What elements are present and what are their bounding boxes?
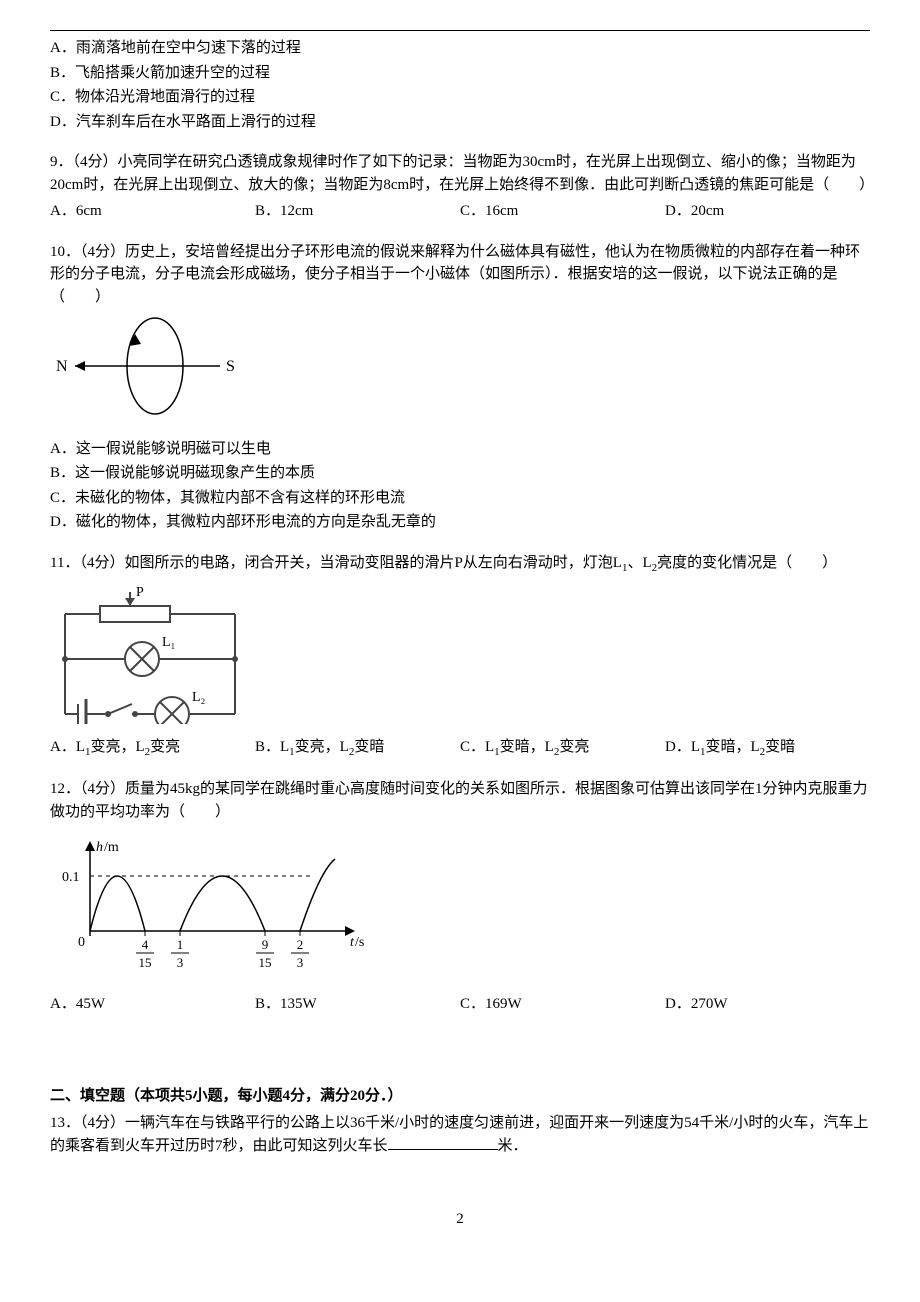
q9-opt-b: B．12cm: [255, 200, 460, 223]
q9-opt-d: D．20cm: [665, 200, 870, 223]
svg-text:3: 3: [297, 955, 304, 970]
q10-opt-d: D．磁化的物体，其微粒内部环形电流的方向是杂乱无章的: [50, 511, 870, 534]
svg-text:/m: /m: [104, 840, 119, 855]
label-N: N: [56, 358, 68, 375]
q9: 9．（4分）小亮同学在研究凸透镜成象规律时作了如下的记录：当物距为30cm时，在…: [50, 151, 870, 223]
q13-p2: 米．: [498, 1138, 528, 1154]
page-number: 2: [50, 1208, 870, 1231]
q12-opt-b: B．135W: [255, 993, 460, 1016]
q11-stem-b: 、L: [627, 555, 651, 571]
q11-opt-b: B．L1变亮，L2变暗: [255, 736, 460, 761]
q10-diagram: N S: [50, 316, 870, 434]
q11: 11．（4分）如图所示的电路，闭合开关，当滑动变阻器的滑片P从左向右滑动时，灯泡…: [50, 552, 870, 761]
svg-text:1: 1: [177, 937, 184, 952]
q9-opt-a: A．6cm: [50, 200, 255, 223]
q12-opt-a: A．45W: [50, 993, 255, 1016]
q9-stem: 9．（4分）小亮同学在研究凸透镜成象规律时作了如下的记录：当物距为30cm时，在…: [50, 151, 870, 196]
q11-stem-a: 11．（4分）如图所示的电路，闭合开关，当滑动变阻器的滑片P从左向右滑动时，灯泡…: [50, 555, 622, 571]
svg-text:4: 4: [142, 937, 149, 952]
q10-opt-a: A．这一假说能够说明磁可以生电: [50, 438, 870, 461]
svg-text:15: 15: [139, 955, 152, 970]
q8-opt-d: D．汽车刹车后在水平路面上滑行的过程: [50, 111, 870, 134]
svg-text:9: 9: [262, 937, 269, 952]
section2-heading: 二、填空题（本项共5小题，每小题4分，满分20分．）: [50, 1085, 870, 1108]
page: A．雨滴落地前在空中匀速下落的过程 B．飞船搭乘火箭加速升空的过程 C．物体沿光…: [0, 0, 920, 1270]
q11-stem: 11．（4分）如图所示的电路，闭合开关，当滑动变阻器的滑片P从左向右滑动时，灯泡…: [50, 552, 870, 577]
svg-text:/s: /s: [355, 935, 364, 950]
q8-opt-b: B．飞船搭乘火箭加速升空的过程: [50, 62, 870, 85]
svg-text:L₁: L₁: [162, 635, 175, 650]
svg-text:P: P: [136, 585, 144, 600]
q13-blank: [388, 1134, 498, 1150]
q12: 12．（4分）质量为45kg的某同学在跳绳时重心高度随时间变化的关系如图所示．根…: [50, 778, 870, 1015]
q9-options: A．6cm B．12cm C．16cm D．20cm: [50, 200, 870, 223]
q8-opt-a: A．雨滴落地前在空中匀速下落的过程: [50, 37, 870, 60]
q8-options: A．雨滴落地前在空中匀速下落的过程 B．飞船搭乘火箭加速升空的过程 C．物体沿光…: [50, 37, 870, 133]
q11-opt-a: A．L1变亮，L2变亮: [50, 736, 255, 761]
q10-stem: 10．（4分）历史上，安培曾经提出分子环形电流的假说来解释为什么磁体具有磁性，他…: [50, 241, 870, 309]
q13: 13．（4分）一辆汽车在与铁路平行的公路上以36千米/小时的速度匀速前进，迎面开…: [50, 1112, 870, 1158]
q10-opt-c: C．未磁化的物体，其微粒内部不含有这样的环形电流: [50, 487, 870, 510]
q11-opt-c: C．L1变暗，L2变亮: [460, 736, 665, 761]
q8-opt-c: C．物体沿光滑地面滑行的过程: [50, 86, 870, 109]
q12-options: A．45W B．135W C．169W D．270W: [50, 993, 870, 1016]
q11-stem-c: 亮度的变化情况是（ ）: [657, 555, 837, 571]
q11-diagram: P L₁: [50, 584, 870, 732]
label-S: S: [226, 358, 235, 375]
svg-text:h: h: [96, 840, 103, 855]
q10-opt-b: B．这一假说能够说明磁现象产生的本质: [50, 462, 870, 485]
q11-options: A．L1变亮，L2变亮 B．L1变亮，L2变暗 C．L1变暗，L2变亮 D．L1…: [50, 736, 870, 761]
q9-opt-c: C．16cm: [460, 200, 665, 223]
svg-text:0: 0: [78, 935, 85, 950]
svg-text:0.1: 0.1: [62, 870, 80, 885]
top-rule: [50, 30, 870, 31]
svg-text:2: 2: [297, 937, 304, 952]
q12-chart: h /m 0.1 0 t /s 4 15 1 3 9 15 2: [50, 831, 870, 989]
q12-opt-d: D．270W: [665, 993, 870, 1016]
svg-text:L₂: L₂: [192, 690, 206, 705]
q10: 10．（4分）历史上，安培曾经提出分子环形电流的假说来解释为什么磁体具有磁性，他…: [50, 241, 870, 534]
q11-opt-d: D．L1变暗，L2变暗: [665, 736, 870, 761]
q10-options: A．这一假说能够说明磁可以生电 B．这一假说能够说明磁现象产生的本质 C．未磁化…: [50, 438, 870, 534]
svg-text:3: 3: [177, 955, 184, 970]
q12-opt-c: C．169W: [460, 993, 665, 1016]
q12-stem: 12．（4分）质量为45kg的某同学在跳绳时重心高度随时间变化的关系如图所示．根…: [50, 778, 870, 823]
svg-text:15: 15: [259, 955, 272, 970]
